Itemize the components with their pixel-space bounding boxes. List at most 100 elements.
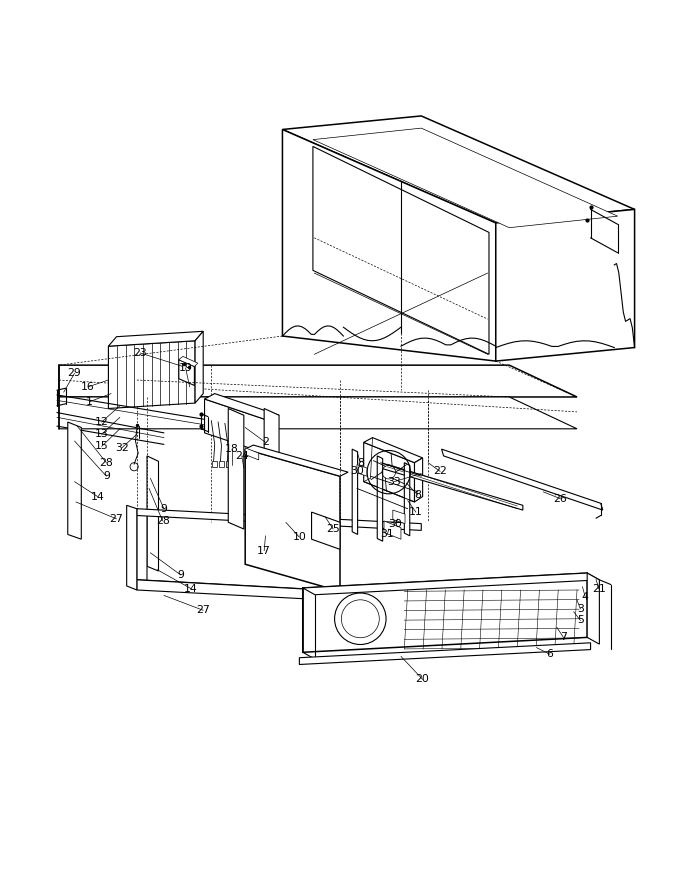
Text: 9: 9 xyxy=(103,471,109,482)
Polygon shape xyxy=(282,130,496,361)
Text: 14: 14 xyxy=(90,491,105,502)
Polygon shape xyxy=(205,393,279,421)
Polygon shape xyxy=(219,461,224,467)
Polygon shape xyxy=(282,116,634,223)
Polygon shape xyxy=(68,422,82,539)
Polygon shape xyxy=(405,463,410,535)
Polygon shape xyxy=(137,509,422,530)
Polygon shape xyxy=(147,456,158,571)
Text: 8: 8 xyxy=(357,458,364,467)
Polygon shape xyxy=(265,506,277,512)
Polygon shape xyxy=(303,573,588,653)
Text: 30: 30 xyxy=(350,467,364,476)
Polygon shape xyxy=(70,488,80,493)
Polygon shape xyxy=(245,448,258,460)
Text: 24: 24 xyxy=(235,451,249,461)
Text: 10: 10 xyxy=(292,532,306,542)
Text: 18: 18 xyxy=(225,445,239,454)
Polygon shape xyxy=(265,491,277,497)
Text: 20: 20 xyxy=(415,675,430,684)
Text: 26: 26 xyxy=(554,494,567,504)
Text: 21: 21 xyxy=(592,584,606,594)
Polygon shape xyxy=(70,468,80,474)
Polygon shape xyxy=(393,510,405,524)
Text: 12: 12 xyxy=(95,417,109,427)
Polygon shape xyxy=(265,461,277,467)
Polygon shape xyxy=(265,446,277,452)
Polygon shape xyxy=(195,332,203,403)
Polygon shape xyxy=(231,519,241,525)
Polygon shape xyxy=(384,521,401,539)
Polygon shape xyxy=(299,643,590,664)
Polygon shape xyxy=(231,416,241,422)
Polygon shape xyxy=(70,430,80,435)
Polygon shape xyxy=(59,365,577,397)
Polygon shape xyxy=(311,512,340,549)
Polygon shape xyxy=(303,573,599,594)
Polygon shape xyxy=(231,431,241,437)
Polygon shape xyxy=(231,490,241,496)
Text: 11: 11 xyxy=(409,507,423,517)
Polygon shape xyxy=(265,521,277,527)
Polygon shape xyxy=(59,397,577,429)
Polygon shape xyxy=(70,449,80,454)
Text: 15: 15 xyxy=(95,441,109,452)
Polygon shape xyxy=(364,437,423,463)
Polygon shape xyxy=(70,507,80,513)
Text: 8: 8 xyxy=(414,490,422,500)
Polygon shape xyxy=(179,356,198,367)
Text: 5: 5 xyxy=(577,616,584,625)
Text: 22: 22 xyxy=(433,467,447,476)
Polygon shape xyxy=(205,399,269,454)
Text: 29: 29 xyxy=(67,369,82,378)
Polygon shape xyxy=(228,408,244,529)
Polygon shape xyxy=(357,465,367,476)
Polygon shape xyxy=(148,502,157,507)
Text: 25: 25 xyxy=(326,524,340,534)
Polygon shape xyxy=(245,445,348,476)
Polygon shape xyxy=(148,521,157,527)
Polygon shape xyxy=(126,505,137,590)
Polygon shape xyxy=(148,482,157,488)
Polygon shape xyxy=(265,476,277,482)
Polygon shape xyxy=(441,449,602,510)
Polygon shape xyxy=(588,573,599,644)
Polygon shape xyxy=(137,579,422,605)
Polygon shape xyxy=(496,209,634,361)
Text: 33: 33 xyxy=(388,476,401,487)
Text: 14: 14 xyxy=(184,584,198,594)
Polygon shape xyxy=(313,146,489,355)
Polygon shape xyxy=(108,332,203,347)
Text: 30: 30 xyxy=(388,519,403,528)
Polygon shape xyxy=(231,475,241,481)
Polygon shape xyxy=(231,505,241,511)
Polygon shape xyxy=(245,449,340,591)
Text: 9: 9 xyxy=(177,570,184,580)
Polygon shape xyxy=(415,458,423,502)
Text: 31: 31 xyxy=(381,529,394,540)
Text: 27: 27 xyxy=(197,605,210,616)
Text: 28: 28 xyxy=(99,458,114,467)
Text: 16: 16 xyxy=(81,382,95,392)
Polygon shape xyxy=(364,443,415,502)
Text: 4: 4 xyxy=(581,592,589,602)
Text: 28: 28 xyxy=(156,516,169,526)
Polygon shape xyxy=(226,461,231,467)
Polygon shape xyxy=(148,541,157,546)
Text: 9: 9 xyxy=(160,504,167,513)
Text: 19: 19 xyxy=(179,363,192,373)
Text: 32: 32 xyxy=(115,443,129,452)
Text: 7: 7 xyxy=(560,632,567,642)
Polygon shape xyxy=(377,456,383,542)
Polygon shape xyxy=(313,128,617,228)
Polygon shape xyxy=(108,340,195,408)
Polygon shape xyxy=(137,579,431,600)
Polygon shape xyxy=(231,446,241,452)
Text: 17: 17 xyxy=(257,546,271,556)
Polygon shape xyxy=(148,559,157,565)
Polygon shape xyxy=(70,527,80,533)
Polygon shape xyxy=(381,463,523,510)
Polygon shape xyxy=(137,509,147,585)
Polygon shape xyxy=(179,360,194,385)
Polygon shape xyxy=(352,449,358,534)
